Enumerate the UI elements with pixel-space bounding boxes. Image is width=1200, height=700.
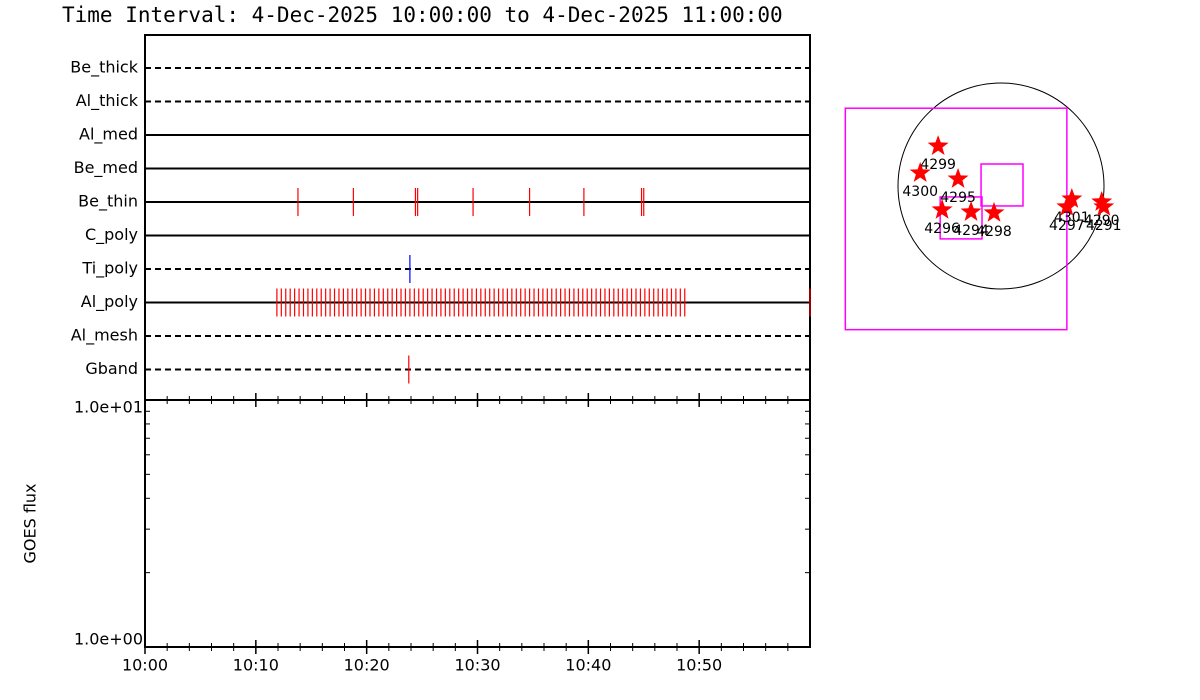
active-region-label: 4295 bbox=[940, 190, 976, 206]
active-region-label: 4290 bbox=[1084, 213, 1120, 229]
timeline-frame bbox=[144, 34, 811, 401]
filter-label: Be_med bbox=[74, 158, 138, 178]
active-region-label: 4291 bbox=[1086, 218, 1122, 234]
field-of-view bbox=[980, 163, 1024, 207]
page-title: Time Interval: 4-Dec-2025 10:00:00 to 4-… bbox=[62, 3, 783, 27]
solar-limb bbox=[897, 82, 1105, 290]
active-region-label: 4298 bbox=[976, 224, 1012, 240]
active-region-label: 4294 bbox=[953, 223, 989, 239]
x-tick-label: 10:30 bbox=[454, 656, 500, 675]
filter-label: Al_thick bbox=[76, 91, 139, 111]
y-axis-label: GOES flux bbox=[21, 483, 40, 563]
active-region-label: 4300 bbox=[902, 184, 938, 200]
active-region-label: 4297 bbox=[1049, 218, 1085, 234]
active-region-marker bbox=[1091, 191, 1113, 211]
y-tick-label: 1.0e+00 bbox=[74, 630, 143, 649]
active-region-marker bbox=[983, 201, 1005, 222]
active-region-label: 4301 bbox=[1054, 210, 1090, 226]
y-tick-label: 1.0e+01 bbox=[74, 398, 143, 417]
active-region-marker bbox=[960, 201, 982, 221]
active-region-marker bbox=[1061, 188, 1083, 208]
active-region-marker bbox=[1093, 195, 1115, 216]
active-region-marker bbox=[927, 135, 949, 155]
filter-label: C_poly bbox=[85, 225, 138, 245]
filter-label: Al_mesh bbox=[71, 326, 138, 346]
x-tick-label: 10:20 bbox=[344, 656, 390, 675]
x-tick-label: 10:10 bbox=[233, 656, 279, 675]
filter-label: Be_thick bbox=[70, 58, 138, 78]
active-region-marker bbox=[947, 168, 969, 188]
active-region-label: 4296 bbox=[924, 221, 960, 237]
filter-label: Gband bbox=[85, 359, 138, 378]
x-tick-label: 10:50 bbox=[676, 656, 722, 675]
field-of-view bbox=[844, 107, 1068, 331]
filter-label: Al_med bbox=[79, 125, 138, 145]
x-tick-label: 10:40 bbox=[565, 656, 611, 675]
filter-label: Al_poly bbox=[81, 292, 138, 312]
active-region-label: 4299 bbox=[920, 157, 956, 173]
active-region-marker bbox=[931, 198, 953, 219]
filter-label: Be_thin bbox=[78, 192, 138, 212]
filter-label: Ti_poly bbox=[81, 259, 138, 279]
field-of-view bbox=[939, 196, 983, 240]
x-tick-label: 10:00 bbox=[122, 656, 168, 675]
goes-frame bbox=[144, 399, 811, 648]
active-region-marker bbox=[909, 162, 931, 182]
